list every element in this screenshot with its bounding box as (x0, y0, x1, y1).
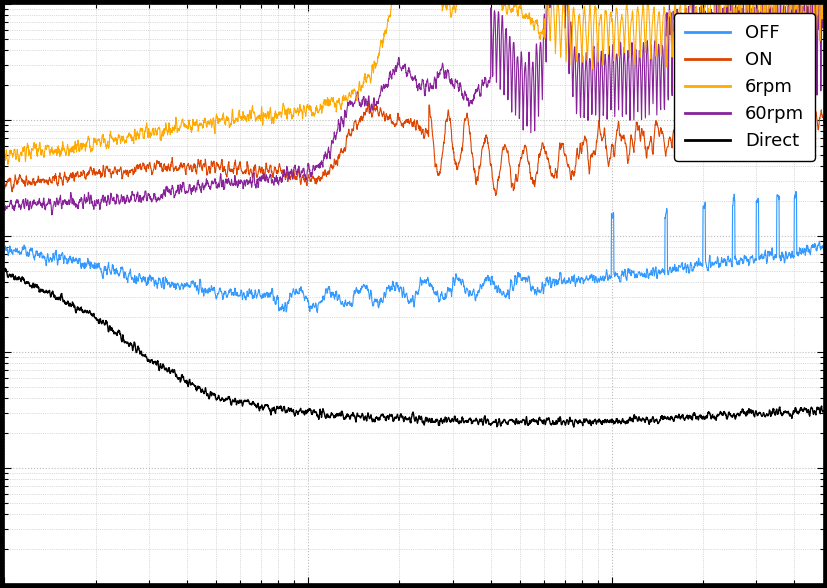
ON (141, 168, 151, 175)
Direct (715, 409, 724, 416)
Line: ON: ON (4, 101, 823, 195)
OFF (313, 300, 323, 307)
60rpm (802, 3, 812, 10)
6rpm (349, 85, 359, 92)
OFF (790, 188, 800, 195)
60rpm (141, 196, 151, 203)
OFF (93, 265, 103, 272)
Direct (141, 353, 151, 360)
Direct (349, 412, 359, 419)
Line: Direct: Direct (4, 268, 823, 427)
60rpm (818, 8, 827, 15)
Direct (0, 266, 9, 273)
ON (715, 117, 724, 124)
OFF (802, 249, 812, 256)
60rpm (93, 198, 103, 205)
6rpm (715, 30, 724, 37)
OFF (312, 309, 322, 316)
60rpm (313, 161, 323, 168)
Line: 60rpm: 60rpm (4, 0, 823, 215)
ON (802, 109, 812, 116)
ON (363, 98, 373, 105)
OFF (0, 249, 9, 256)
Direct (818, 407, 827, 415)
60rpm (349, 99, 359, 106)
ON (818, 119, 827, 126)
6rpm (313, 109, 323, 116)
ON (0, 184, 9, 191)
Direct (313, 416, 323, 423)
6rpm (802, 0, 812, 1)
Direct (568, 423, 578, 430)
Direct (0, 265, 10, 272)
OFF (141, 282, 151, 289)
OFF (818, 247, 827, 254)
6rpm (93, 136, 103, 143)
ON (490, 192, 500, 199)
ON (313, 172, 323, 179)
Line: OFF: OFF (4, 192, 823, 312)
Direct (93, 316, 103, 323)
ON (349, 119, 359, 126)
60rpm (46, 211, 56, 218)
OFF (349, 287, 359, 294)
OFF (714, 260, 724, 267)
Legend: OFF, ON, 6rpm, 60rpm, Direct: OFF, ON, 6rpm, 60rpm, Direct (674, 13, 814, 161)
ON (93, 171, 103, 178)
6rpm (0, 147, 9, 154)
60rpm (0, 205, 9, 212)
60rpm (715, 6, 724, 13)
6rpm (141, 119, 151, 126)
Line: 6rpm: 6rpm (4, 0, 823, 165)
6rpm (3, 161, 13, 168)
Direct (802, 406, 812, 413)
